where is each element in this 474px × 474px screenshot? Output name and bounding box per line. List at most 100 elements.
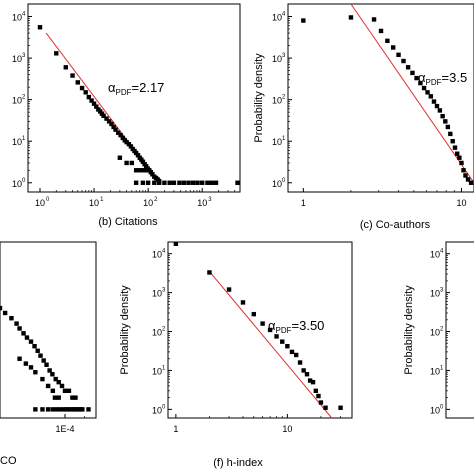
data-point bbox=[396, 52, 401, 57]
plot-frame bbox=[287, 3, 474, 193]
data-point bbox=[318, 400, 324, 405]
data-point bbox=[274, 334, 279, 339]
data-point bbox=[80, 407, 85, 412]
data-point bbox=[135, 153, 141, 158]
data-point bbox=[64, 407, 69, 412]
data-point bbox=[59, 383, 65, 389]
y-tick-label: 10 bbox=[152, 250, 162, 260]
data-point bbox=[83, 90, 88, 95]
data-point bbox=[113, 127, 118, 132]
y-tick-label: 10 bbox=[272, 179, 282, 189]
data-point bbox=[28, 339, 34, 344]
x-tick-label: 10 bbox=[456, 198, 466, 208]
y-tick-label: 10 bbox=[12, 179, 22, 189]
data-point bbox=[213, 180, 219, 185]
y-tick-label: 10 bbox=[272, 13, 282, 23]
data-point bbox=[124, 160, 129, 166]
y-tick-exponent: 1 bbox=[440, 365, 444, 371]
data-point bbox=[150, 172, 155, 177]
data-point bbox=[40, 407, 45, 412]
plot-frame bbox=[0, 241, 97, 419]
y-tick-label: 10 bbox=[152, 328, 162, 338]
data-point bbox=[195, 180, 200, 185]
data-point bbox=[38, 353, 43, 358]
y-tick-exponent: 1 bbox=[162, 365, 166, 371]
data-point bbox=[209, 180, 214, 185]
data-point bbox=[440, 113, 445, 119]
y-tick-label: 10 bbox=[152, 366, 162, 376]
alpha-annotation: αPDF=3.50 bbox=[268, 318, 324, 335]
data-point bbox=[260, 321, 265, 326]
alpha-value: =2.17 bbox=[132, 80, 165, 95]
y-tick-exponent: 3 bbox=[282, 53, 286, 59]
data-point bbox=[240, 300, 246, 305]
data-point bbox=[28, 365, 34, 370]
x-tick-label: 10 bbox=[282, 424, 292, 434]
y-tick-label: 10 bbox=[430, 405, 440, 415]
alpha-subscript: PDF bbox=[116, 88, 132, 97]
x-tick-exponent: 3 bbox=[208, 197, 212, 203]
y-tick-exponent: 2 bbox=[162, 327, 166, 333]
data-point bbox=[140, 168, 146, 173]
y-tick-label: 10 bbox=[152, 405, 162, 415]
data-point bbox=[143, 164, 149, 169]
data-point bbox=[421, 85, 427, 91]
data-point bbox=[54, 407, 60, 412]
data-point bbox=[140, 180, 146, 185]
data-point bbox=[348, 15, 354, 20]
data-point bbox=[40, 376, 45, 382]
data-point bbox=[133, 180, 139, 185]
data-point bbox=[24, 335, 30, 340]
data-point bbox=[304, 372, 310, 377]
x-axis-label: (b) Citations bbox=[98, 216, 158, 228]
data-point bbox=[428, 94, 434, 99]
data-point bbox=[437, 108, 443, 113]
data-point bbox=[91, 101, 97, 106]
data-point bbox=[156, 180, 162, 185]
data-point bbox=[61, 407, 66, 412]
data-point bbox=[145, 180, 151, 185]
data-point bbox=[445, 124, 451, 130]
data-point bbox=[89, 98, 94, 103]
data-point bbox=[50, 388, 56, 394]
data-point bbox=[45, 407, 51, 412]
data-point bbox=[32, 344, 37, 349]
x-tick-label: 10 bbox=[35, 198, 45, 208]
alpha-symbol: α bbox=[268, 318, 276, 333]
data-point bbox=[414, 75, 419, 81]
data-point bbox=[35, 348, 40, 353]
data-point bbox=[66, 388, 72, 394]
data-point bbox=[17, 326, 22, 331]
data-point bbox=[207, 270, 212, 275]
data-point bbox=[463, 173, 468, 178]
data-point bbox=[53, 376, 58, 382]
data-point bbox=[200, 180, 205, 185]
data-point bbox=[111, 124, 116, 130]
data-point bbox=[371, 17, 377, 22]
data-point bbox=[468, 180, 474, 185]
y-axis-label: Probability density bbox=[403, 285, 415, 375]
y-tick-exponent: 3 bbox=[440, 288, 444, 294]
data-point bbox=[177, 180, 182, 185]
data-point bbox=[118, 132, 123, 138]
data-point bbox=[45, 383, 51, 389]
y-tick-exponent: 4 bbox=[162, 249, 166, 255]
data-point bbox=[50, 372, 55, 377]
data-point bbox=[431, 99, 437, 104]
x-axis-label: (f) h-index bbox=[213, 457, 263, 469]
y-tick-exponent: 0 bbox=[162, 404, 166, 410]
data-point bbox=[226, 287, 232, 292]
data-point bbox=[307, 378, 313, 383]
data-point bbox=[410, 70, 415, 76]
data-point bbox=[58, 407, 63, 412]
x-axis-label: (c) Co-authors bbox=[360, 219, 431, 231]
data-point bbox=[47, 368, 52, 373]
data-point bbox=[235, 180, 240, 185]
y-tick-exponent: 2 bbox=[282, 95, 286, 101]
y-tick-exponent: 4 bbox=[440, 249, 444, 255]
y-tick-exponent: 1 bbox=[282, 136, 286, 142]
data-point bbox=[143, 168, 148, 173]
data-point bbox=[140, 159, 146, 164]
y-tick-exponent: 4 bbox=[22, 12, 26, 18]
data-point bbox=[14, 321, 19, 326]
